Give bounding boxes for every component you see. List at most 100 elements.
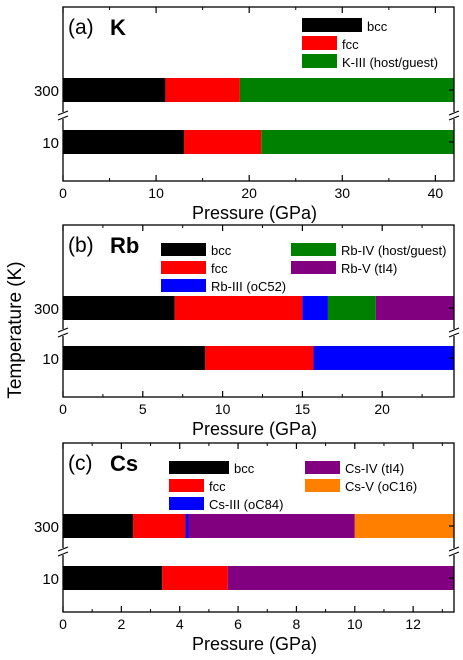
legend-swatch xyxy=(169,461,229,474)
bar-segment xyxy=(188,514,355,538)
bar-segment xyxy=(133,514,186,538)
bar-segment xyxy=(174,296,303,320)
x-tick-label: 20 xyxy=(241,185,257,201)
panel-label: (c) xyxy=(68,452,93,475)
legend-entry: Cs-V (oC16) xyxy=(345,479,417,494)
axis-break-gap xyxy=(58,329,68,336)
bar-segment xyxy=(354,514,454,538)
x-tick-label: 15 xyxy=(295,401,311,417)
legend-entry: Rb-IV (host/guest) xyxy=(341,243,447,258)
legend-swatch xyxy=(302,36,337,50)
x-tick-label: 6 xyxy=(234,616,242,632)
x-tick-label: 8 xyxy=(293,616,301,632)
plot-frame xyxy=(62,6,455,182)
legend-swatch xyxy=(305,461,340,474)
element-label: K xyxy=(110,15,126,40)
axis-break-gap xyxy=(58,112,68,119)
x-tick-label: 5 xyxy=(139,401,147,417)
row-label: 300 xyxy=(34,83,59,100)
legend-swatch xyxy=(302,18,362,32)
x-tick-label: 4 xyxy=(176,616,184,632)
row-label: 10 xyxy=(42,135,59,152)
x-axis-label: Pressure (GPa) xyxy=(192,634,317,654)
legend-entry: bcc xyxy=(211,243,232,258)
legend-swatch xyxy=(302,54,337,68)
row-label: 300 xyxy=(34,301,59,318)
bar-segment xyxy=(261,130,454,154)
legend-entry: bcc xyxy=(234,461,255,476)
axis-break-mark xyxy=(448,110,460,116)
legend-swatch xyxy=(305,479,340,492)
panel-label: (a) xyxy=(68,16,94,39)
axis-break-gap xyxy=(58,548,68,555)
element-label: Cs xyxy=(110,451,138,476)
axis-break-gap xyxy=(449,548,459,555)
x-tick-label: 0 xyxy=(59,401,67,417)
legend-entry: Rb-III (oC52) xyxy=(211,279,286,294)
legend-entry: fcc xyxy=(342,37,359,52)
x-tick-label: 10 xyxy=(215,401,231,417)
bar-segment xyxy=(313,346,454,370)
axis-break-mark xyxy=(57,332,69,338)
shared-y-axis-label: Temperature (K) xyxy=(5,261,26,398)
legend-entry: fcc xyxy=(209,479,226,494)
axis-break-mark xyxy=(57,546,69,552)
bar-segment xyxy=(375,296,454,320)
legend-entry: Cs-III (oC84) xyxy=(209,497,283,512)
legend-entry: Rb-V (tI4) xyxy=(341,261,397,276)
x-axis-label: Pressure (GPa) xyxy=(192,419,317,439)
axis-break-mark xyxy=(448,115,460,121)
x-tick-label: 10 xyxy=(148,185,164,201)
x-tick-label: 12 xyxy=(405,616,421,632)
x-tick-label: 10 xyxy=(347,616,363,632)
axis-break-mark xyxy=(448,546,460,552)
legend-swatch xyxy=(291,261,336,274)
x-tick-label: 30 xyxy=(334,185,350,201)
axis-break-gap xyxy=(449,329,459,336)
x-tick-label: 20 xyxy=(374,401,390,417)
bar-segment xyxy=(63,514,134,538)
chart-panel-rb: 300 10 0 5 10 15 20 Pressure (GPa) (b) Rb bcc fcc Rb… xyxy=(34,224,460,439)
legend-swatch xyxy=(161,279,206,292)
legend-swatch xyxy=(169,479,204,492)
legend-swatch xyxy=(161,261,206,274)
bar-segment xyxy=(239,78,454,102)
bar-segment xyxy=(63,78,166,102)
axis-break-mark xyxy=(57,551,69,557)
element-label: Rb xyxy=(110,233,139,258)
bar-segment xyxy=(205,346,314,370)
bar-segment xyxy=(327,296,376,320)
bar-segment xyxy=(63,346,206,370)
bar-segment xyxy=(184,130,262,154)
axis-break-mark xyxy=(57,327,69,333)
x-tick-label: 40 xyxy=(428,185,444,201)
axis-break-mark xyxy=(448,332,460,338)
x-tick-label: 0 xyxy=(59,185,67,201)
bar-segment xyxy=(165,78,240,102)
panel-label: (b) xyxy=(68,234,94,257)
legend-entry: bcc xyxy=(367,19,388,34)
row-label: 10 xyxy=(42,351,59,368)
bar-segment xyxy=(63,130,185,154)
plot-frame xyxy=(62,442,455,613)
x-axis-label: Pressure (GPa) xyxy=(192,203,317,223)
bar-segment xyxy=(162,566,228,590)
bar-segment xyxy=(302,296,328,320)
legend-swatch xyxy=(161,243,206,256)
legend-entry: K-III (host/guest) xyxy=(342,55,438,70)
axis-break-mark xyxy=(57,110,69,116)
bar-segment xyxy=(185,514,189,538)
bar-segment xyxy=(63,296,175,320)
row-label: 300 xyxy=(34,519,59,536)
x-tick-label: 2 xyxy=(117,616,125,632)
axis-break-mark xyxy=(57,115,69,121)
axis-break-mark xyxy=(448,551,460,557)
legend-swatch xyxy=(169,497,204,510)
x-tick-label: 0 xyxy=(59,616,67,632)
plot-frame xyxy=(62,224,455,398)
axis-break-gap xyxy=(449,112,459,119)
axis-break-mark xyxy=(448,327,460,333)
